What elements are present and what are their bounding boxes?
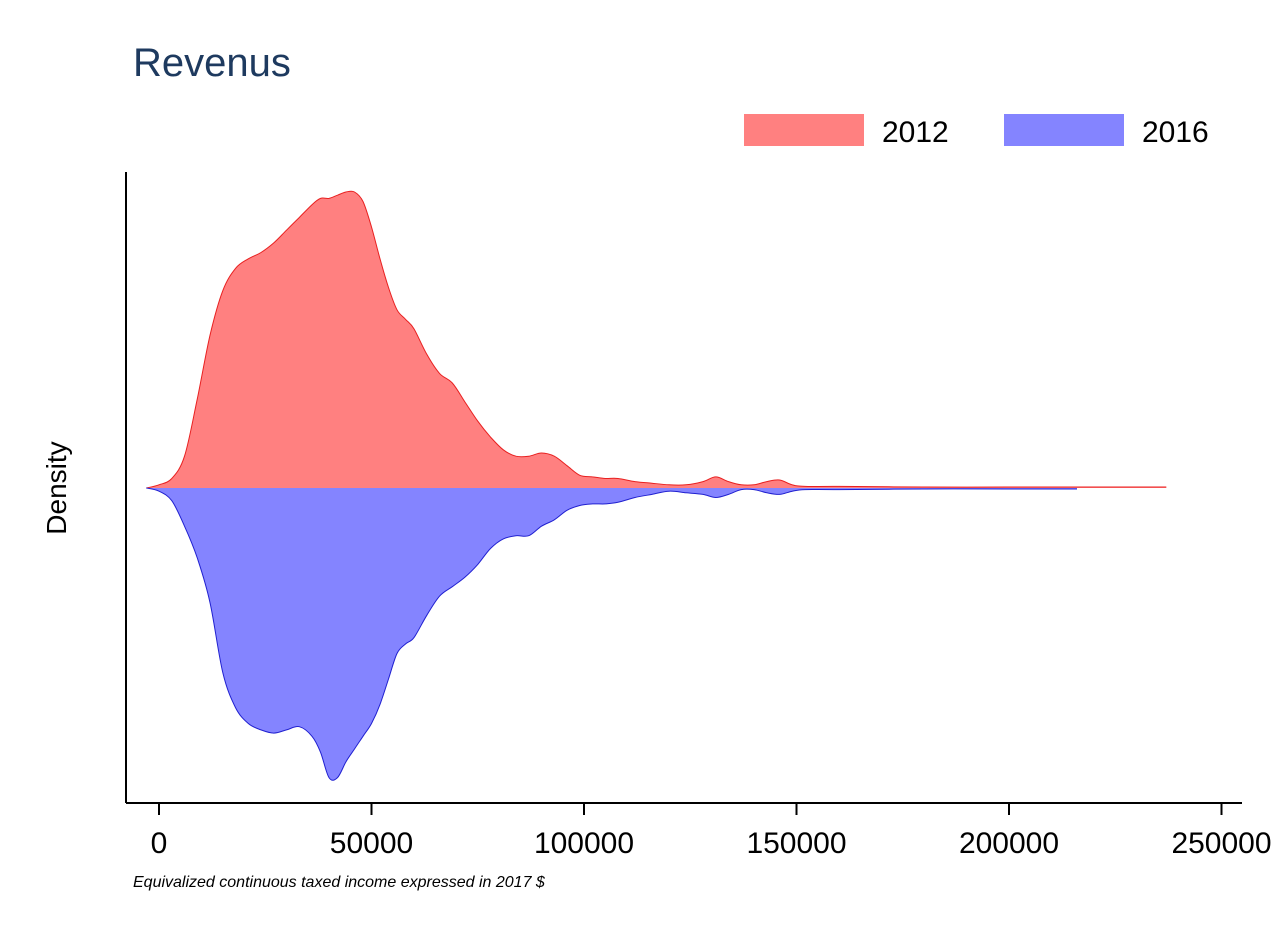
legend: 2012 2016 [744, 114, 1209, 149]
legend-label-2012: 2012 [882, 116, 949, 149]
density-line-2012 [146, 190, 1167, 489]
x-axis-ticks: 0 50000 100000 150000 200000 250000 [151, 803, 1272, 860]
legend-swatch-2016 [1004, 114, 1124, 146]
plot-area [146, 190, 1167, 781]
y-axis-label: Density [41, 441, 72, 534]
x-tick-label: 100000 [534, 827, 634, 860]
density-line-2016 [146, 487, 1077, 781]
legend-swatch-2012 [744, 114, 864, 146]
x-tick-label: 50000 [330, 827, 413, 860]
density-area-2016 [146, 488, 1078, 781]
x-tick-label: 0 [151, 827, 168, 860]
x-tick-label: 200000 [959, 827, 1059, 860]
series-2012 [146, 190, 1167, 489]
x-tick-label: 250000 [1171, 827, 1271, 860]
x-axis-label: Equivalized continuous taxed income expr… [133, 874, 546, 891]
legend-label-2016: 2016 [1142, 116, 1209, 149]
x-tick-label: 150000 [746, 827, 846, 860]
series-2016 [146, 487, 1078, 781]
density-area-2012 [146, 191, 1167, 488]
chart-title: Revenus [133, 41, 291, 85]
